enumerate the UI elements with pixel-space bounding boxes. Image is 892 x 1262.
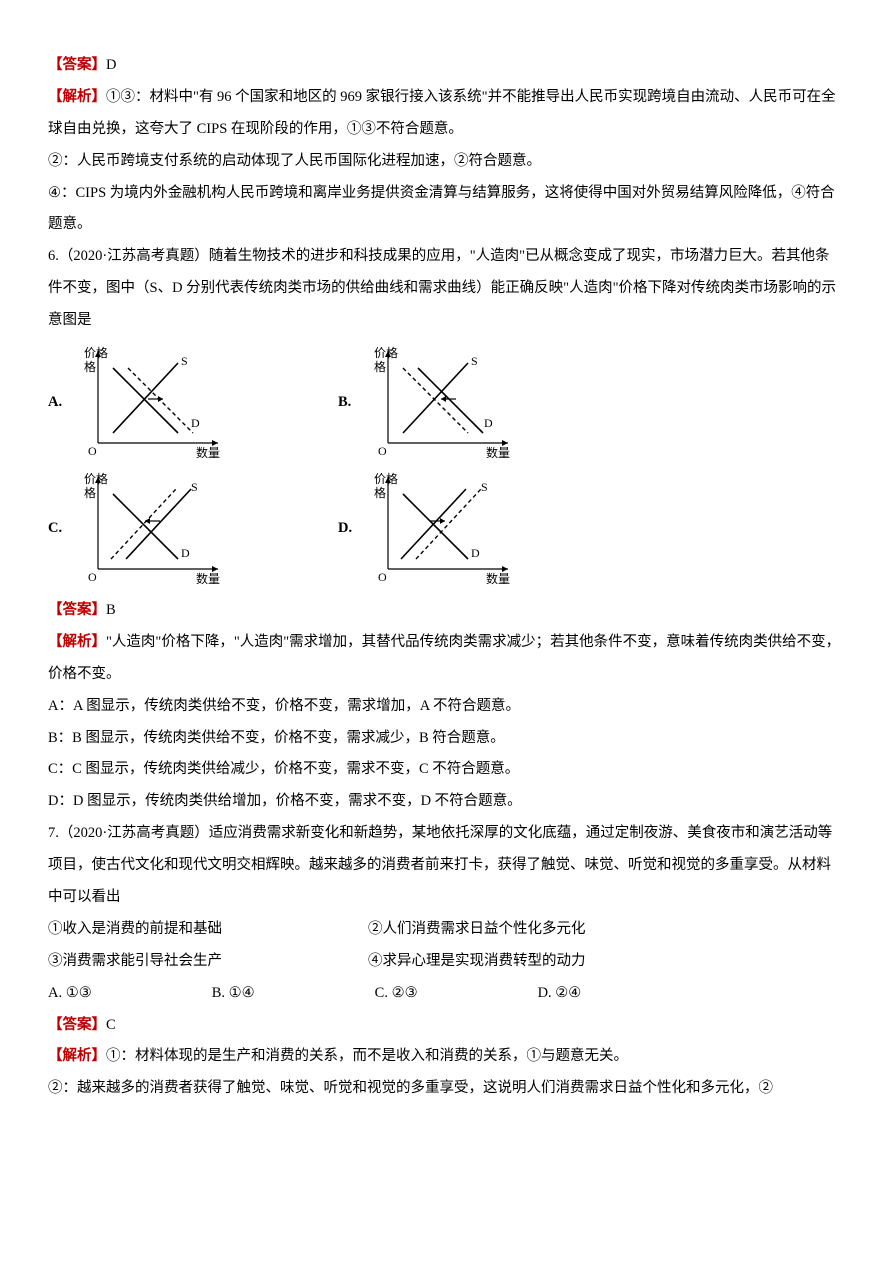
q6-chart-A-cell: A. 价格 格 数量 O S D [48, 343, 228, 463]
q6-explain-A: A：A 图显示，传统肉类供给不变，价格不变，需求增加，A 不符合题意。 [48, 691, 844, 723]
svg-text:S: S [481, 480, 488, 494]
explain-label: 【解析】 [48, 634, 106, 650]
svg-text:价格: 价格 [374, 471, 398, 486]
q6-chart-B: 价格 格 数量 O S D [368, 343, 518, 463]
svg-text:数量: 数量 [486, 571, 510, 586]
svg-text:S: S [191, 480, 198, 494]
svg-text:数量: 数量 [196, 445, 220, 460]
svg-text:价格: 价格 [374, 345, 398, 360]
svg-text:格: 格 [84, 485, 96, 500]
q6-explain-B: B：B 图显示，传统肉类供给不变，价格不变，需求减少，B 符合题意。 [48, 723, 844, 755]
svg-text:D: D [484, 416, 493, 430]
explain-label: 【解析】 [48, 1048, 106, 1064]
q6-chart-A: 价格 格 数量 O S D [78, 343, 228, 463]
q7-opt2: ②人们消费需求日益个性化多元化 [368, 914, 688, 946]
q5-explain-2: ②：人民币跨境支付系统的启动体现了人民币国际化进程加速，②符合题意。 [48, 146, 844, 178]
q7-choice-A: A. ①③ [48, 978, 92, 1010]
answer-value: B [106, 602, 116, 618]
svg-text:O: O [378, 570, 387, 584]
svg-text:D: D [181, 546, 190, 560]
q6-opt-A: A. [48, 387, 78, 419]
text: ①③：材料中"有 96 个国家和地区的 969 家银行接入该系统"并不能推导出人… [48, 89, 836, 137]
q6-chart-C: 价格 格 数量 O S D [78, 469, 228, 589]
q7-opt4: ④求异心理是实现消费转型的动力 [368, 946, 688, 978]
text: ①：材料体现的是生产和消费的关系，而不是收入和消费的关系，①与题意无关。 [106, 1048, 628, 1064]
q6-explain-D: D：D 图显示，传统肉类供给增加，价格不变，需求不变，D 不符合题意。 [48, 786, 844, 818]
q6-answer: 【答案】B [48, 595, 844, 627]
q7-explain-1: 【解析】①：材料体现的是生产和消费的关系，而不是收入和消费的关系，①与题意无关。 [48, 1041, 844, 1073]
q5-answer: 【答案】D [48, 50, 844, 82]
svg-text:O: O [88, 570, 97, 584]
svg-text:D: D [191, 416, 200, 430]
svg-text:D: D [471, 546, 480, 560]
svg-text:O: O [378, 444, 387, 458]
q6-chart-D: 价格 格 数量 O S D [368, 469, 518, 589]
q5-explain-3: ④：CIPS 为境内外金融机构人民币跨境和离岸业务提供资金清算与结算服务，这将使… [48, 178, 844, 242]
svg-text:S: S [181, 354, 188, 368]
q6-chart-row-2: C. 价格 格 数量 O S D D. 价格 格 数量 O [48, 469, 844, 589]
svg-text:价格: 价格 [84, 345, 108, 360]
answer-label: 【答案】 [48, 57, 106, 73]
answer-label: 【答案】 [48, 602, 106, 618]
answer-value: D [106, 57, 116, 73]
q6-opt-D: D. [338, 513, 368, 545]
text: "人造肉"价格下降，"人造肉"需求增加，其替代品传统肉类需求减少；若其他条件不变… [48, 634, 840, 682]
svg-text:S: S [471, 354, 478, 368]
q6-chart-D-cell: D. 价格 格 数量 O S D [338, 469, 518, 589]
q7-options-row1: ①收入是消费的前提和基础 ②人们消费需求日益个性化多元化 [48, 914, 844, 946]
svg-text:格: 格 [374, 485, 386, 500]
q6-chart-C-cell: C. 价格 格 数量 O S D [48, 469, 228, 589]
q7-stem: 7.（2020·江苏高考真题）适应消费需求新变化和新趋势，某地依托深厚的文化底蕴… [48, 818, 844, 914]
q6-chart-B-cell: B. 价格 格 数量 O S D [338, 343, 518, 463]
q7-opt3: ③消费需求能引导社会生产 [48, 946, 368, 978]
svg-text:格: 格 [374, 359, 386, 374]
svg-text:O: O [88, 444, 97, 458]
q7-options-row2: ③消费需求能引导社会生产 ④求异心理是实现消费转型的动力 [48, 946, 844, 978]
svg-text:数量: 数量 [486, 445, 510, 460]
q6-stem: 6.（2020·江苏高考真题）随着生物技术的进步和科技成果的应用，"人造肉"已从… [48, 241, 844, 337]
q7-choice-B: B. ①④ [212, 978, 255, 1010]
q5-explain-1: 【解析】①③：材料中"有 96 个国家和地区的 969 家银行接入该系统"并不能… [48, 82, 844, 146]
q7-explain-2: ②：越来越多的消费者获得了触觉、味觉、听觉和视觉的多重享受，这说明人们消费需求日… [48, 1073, 844, 1105]
svg-text:价格: 价格 [84, 471, 108, 486]
q6-opt-C: C. [48, 513, 78, 545]
q7-choice-C: C. ②③ [375, 978, 418, 1010]
q7-answer: 【答案】C [48, 1010, 844, 1042]
q6-explain-0: 【解析】"人造肉"价格下降，"人造肉"需求增加，其替代品传统肉类需求减少；若其他… [48, 627, 844, 691]
q7-choice-D: D. ②④ [538, 978, 582, 1010]
answer-value: C [106, 1017, 116, 1033]
q7-opt1: ①收入是消费的前提和基础 [48, 914, 368, 946]
explain-label: 【解析】 [48, 89, 106, 105]
answer-label: 【答案】 [48, 1017, 106, 1033]
q7-choices: A. ①③ B. ①④ C. ②③ D. ②④ [48, 978, 844, 1010]
svg-text:数量: 数量 [196, 571, 220, 586]
svg-text:格: 格 [84, 359, 96, 374]
q6-chart-row-1: A. 价格 格 数量 O S D B. 价格 格 数量 O [48, 343, 844, 463]
q6-explain-C: C：C 图显示，传统肉类供给减少，价格不变，需求不变，C 不符合题意。 [48, 754, 844, 786]
q6-opt-B: B. [338, 387, 368, 419]
